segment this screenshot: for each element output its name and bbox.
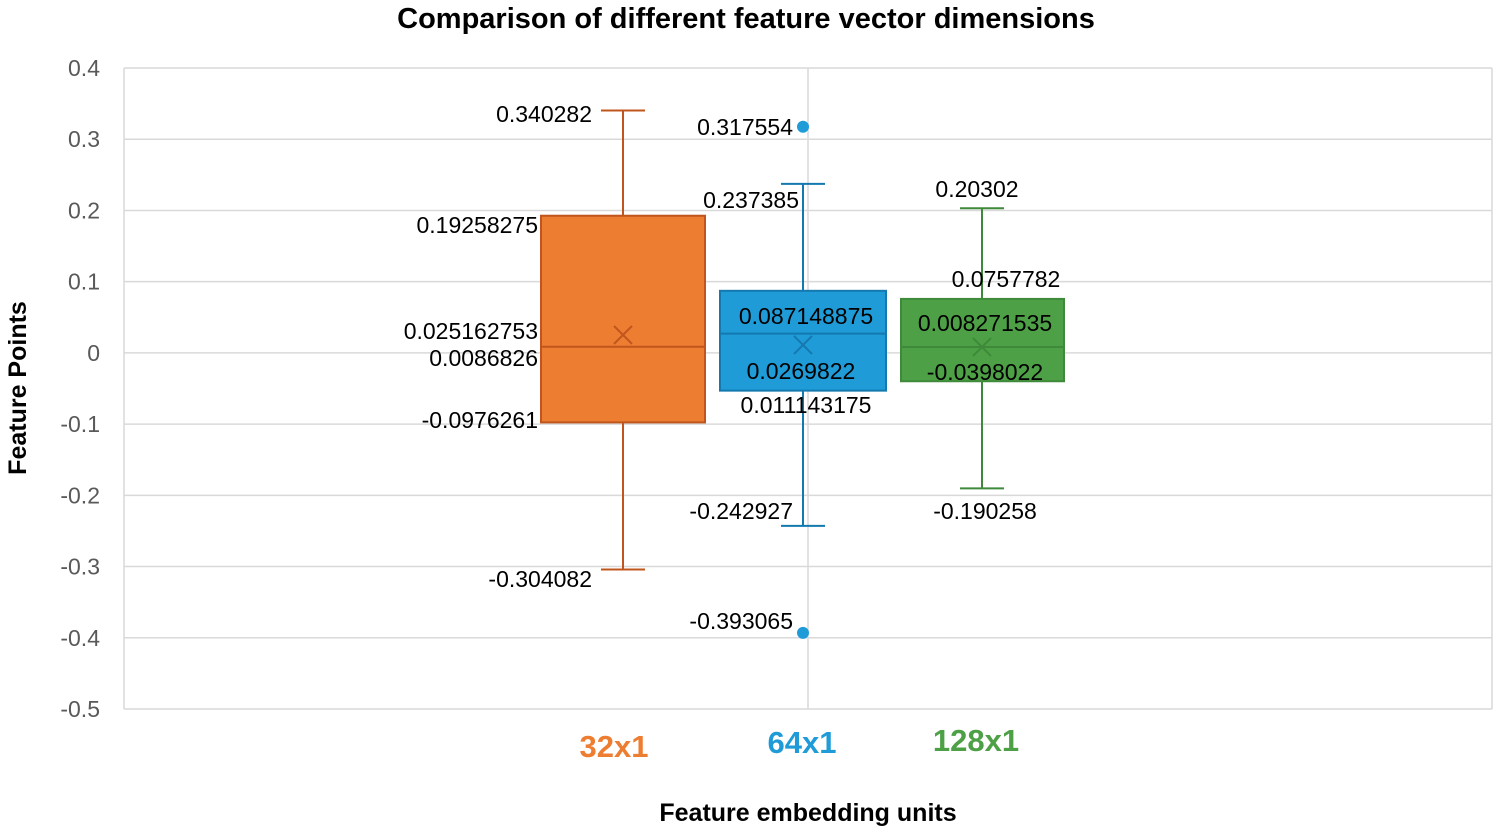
- y-tick-label-5: -0.1: [60, 411, 100, 437]
- data-label-32x1-2: 0.025162753: [404, 318, 538, 344]
- y-tick-label-8: -0.4: [60, 625, 100, 651]
- data-label-64x1-1: 0.237385: [703, 187, 799, 213]
- data-label-128x1-0: 0.20302: [935, 176, 1018, 202]
- data-label-128x1-2: 0.008271535: [918, 310, 1052, 336]
- y-tick-labels: 0.4 0.3 0.2 0.1 0 -0.1 -0.2 -0.3 -0.4 -0.5: [60, 55, 100, 722]
- data-label-32x1-4: -0.0976261: [422, 407, 538, 433]
- y-tick-label-1: 0.3: [68, 126, 100, 152]
- data-label-64x1-4: 0.011143175: [741, 392, 872, 418]
- y-tick-label-4: 0: [87, 340, 100, 366]
- x-axis-title: Feature embedding units: [659, 799, 956, 827]
- box-layer: [540, 109, 1065, 639]
- outlier-64x1-1: [797, 626, 809, 639]
- category-labels: 32x1 64x1 128x1: [580, 723, 1020, 764]
- data-label-64x1-3: 0.0269822: [747, 358, 856, 384]
- y-tick-label-3: 0.1: [68, 269, 100, 295]
- mean-marker-b-32x1: [613, 325, 633, 345]
- data-label-64x1-2: 0.087148875: [739, 303, 873, 329]
- y-tick-label-6: -0.2: [60, 482, 100, 508]
- y-tick-label-9: -0.5: [60, 696, 100, 722]
- y-axis-title: Feature Points: [4, 301, 32, 475]
- data-label-128x1-4: -0.190258: [933, 498, 1037, 524]
- category-label-64x1: 64x1: [768, 725, 837, 760]
- category-label-32x1: 32x1: [580, 729, 649, 764]
- outlier-64x1-0: [797, 120, 809, 133]
- data-label-128x1-3: -0.0398022: [927, 359, 1043, 385]
- data-label-64x1-6: -0.393065: [689, 608, 793, 634]
- data-label-32x1-5: -0.304082: [488, 566, 592, 592]
- box-128x1: [900, 297, 1065, 383]
- mean-marker-b-64x1: [793, 335, 813, 355]
- data-label-32x1-3: 0.0086826: [429, 345, 538, 371]
- y-tick-label-0: 0.4: [68, 55, 100, 81]
- data-label-32x1-0: 0.340282: [496, 101, 592, 127]
- chart-title: Comparison of different feature vector d…: [397, 3, 1095, 35]
- category-label-128x1: 128x1: [933, 723, 1019, 758]
- data-label-128x1-1: 0.0757782: [952, 266, 1061, 292]
- data-label-32x1-1: 0.19258275: [416, 212, 538, 238]
- y-tick-label-2: 0.2: [68, 197, 100, 223]
- y-tick-label-7: -0.3: [60, 554, 100, 580]
- data-label-64x1-5: -0.242927: [689, 498, 793, 524]
- mean-marker-b-128x1: [972, 337, 992, 357]
- box-32x1: [540, 214, 706, 424]
- box-64x1: [719, 289, 887, 392]
- data-label-64x1-0: 0.317554: [697, 114, 793, 140]
